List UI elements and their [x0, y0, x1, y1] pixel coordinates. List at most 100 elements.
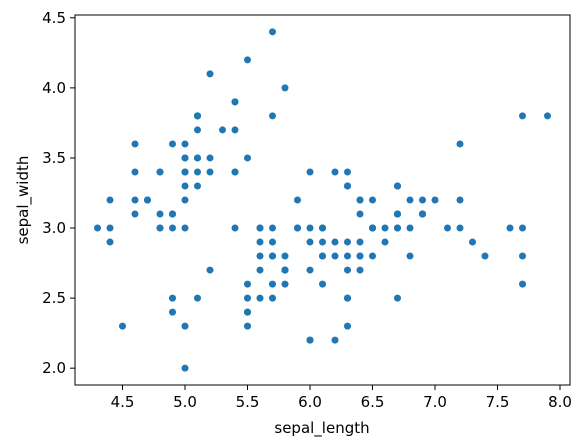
point: [344, 168, 351, 176]
point: [406, 224, 414, 232]
point: [331, 168, 339, 176]
point: [369, 252, 376, 260]
point: [194, 182, 201, 190]
y-axis-label: sepal_width: [14, 156, 33, 245]
point: [344, 182, 351, 190]
point: [181, 224, 189, 232]
y-tick-label: 4.5: [42, 9, 66, 27]
point: [181, 140, 189, 148]
point: [519, 224, 526, 232]
point: [381, 224, 389, 232]
point: [519, 252, 526, 260]
x-tick-label: 5.0: [173, 393, 197, 411]
point: [331, 336, 339, 344]
point: [269, 28, 276, 36]
point: [344, 322, 351, 330]
point: [306, 336, 314, 344]
point: [344, 238, 351, 246]
point: [244, 322, 251, 330]
point: [281, 84, 289, 92]
point: [106, 224, 114, 232]
point: [206, 154, 214, 162]
y-tick-label: 2.5: [42, 289, 66, 307]
point: [244, 308, 251, 316]
point: [206, 70, 214, 78]
point: [419, 210, 426, 218]
point: [294, 196, 301, 204]
point: [319, 280, 326, 288]
point: [194, 168, 201, 176]
y-tick-label: 4.0: [42, 79, 66, 97]
point: [294, 224, 301, 232]
point: [456, 224, 464, 232]
point: [219, 126, 226, 134]
point: [144, 196, 151, 204]
point: [356, 196, 364, 204]
plot-frame: [74, 14, 571, 386]
x-tick-label: 7.0: [423, 393, 447, 411]
point: [269, 224, 276, 232]
point: [369, 196, 376, 204]
point: [106, 196, 114, 204]
point: [256, 238, 264, 246]
point: [269, 294, 276, 302]
x-tick-label: 5.5: [236, 393, 260, 411]
point: [206, 266, 214, 274]
point: [181, 182, 189, 190]
point: [169, 308, 176, 316]
point: [244, 294, 251, 302]
point: [269, 112, 276, 120]
point: [331, 238, 339, 246]
point: [356, 210, 364, 218]
point: [231, 224, 239, 232]
point: [306, 224, 314, 232]
point: [131, 196, 139, 204]
point: [344, 252, 351, 260]
point: [256, 252, 264, 260]
point: [231, 168, 239, 176]
point: [194, 294, 201, 302]
point: [106, 238, 114, 246]
point: [231, 98, 239, 106]
point: [206, 168, 214, 176]
point: [344, 266, 351, 274]
point: [244, 56, 251, 64]
point: [506, 224, 514, 232]
point: [269, 238, 276, 246]
point: [356, 266, 364, 274]
x-axis-label: sepal_length: [274, 419, 369, 438]
point: [131, 168, 139, 176]
point: [519, 280, 526, 288]
point: [456, 140, 464, 148]
point: [544, 112, 551, 120]
point: [269, 252, 276, 260]
point: [406, 196, 414, 204]
point: [169, 210, 176, 218]
point: [394, 182, 401, 190]
point: [244, 280, 251, 288]
point: [519, 112, 526, 120]
point: [256, 294, 264, 302]
point: [256, 224, 264, 232]
point: [381, 238, 389, 246]
point: [469, 238, 476, 246]
point: [419, 196, 426, 204]
point: [281, 252, 289, 260]
point: [181, 168, 189, 176]
point: [131, 140, 139, 148]
point: [94, 224, 101, 232]
point: [344, 294, 351, 302]
point: [181, 322, 189, 330]
point: [356, 238, 364, 246]
x-tick-label: 4.5: [111, 393, 135, 411]
point: [256, 266, 264, 274]
point: [269, 280, 276, 288]
point: [169, 224, 176, 232]
point: [131, 210, 139, 218]
point: [194, 112, 201, 120]
point: [319, 224, 326, 232]
point: [181, 364, 189, 372]
point: [369, 224, 376, 232]
point: [406, 252, 414, 260]
